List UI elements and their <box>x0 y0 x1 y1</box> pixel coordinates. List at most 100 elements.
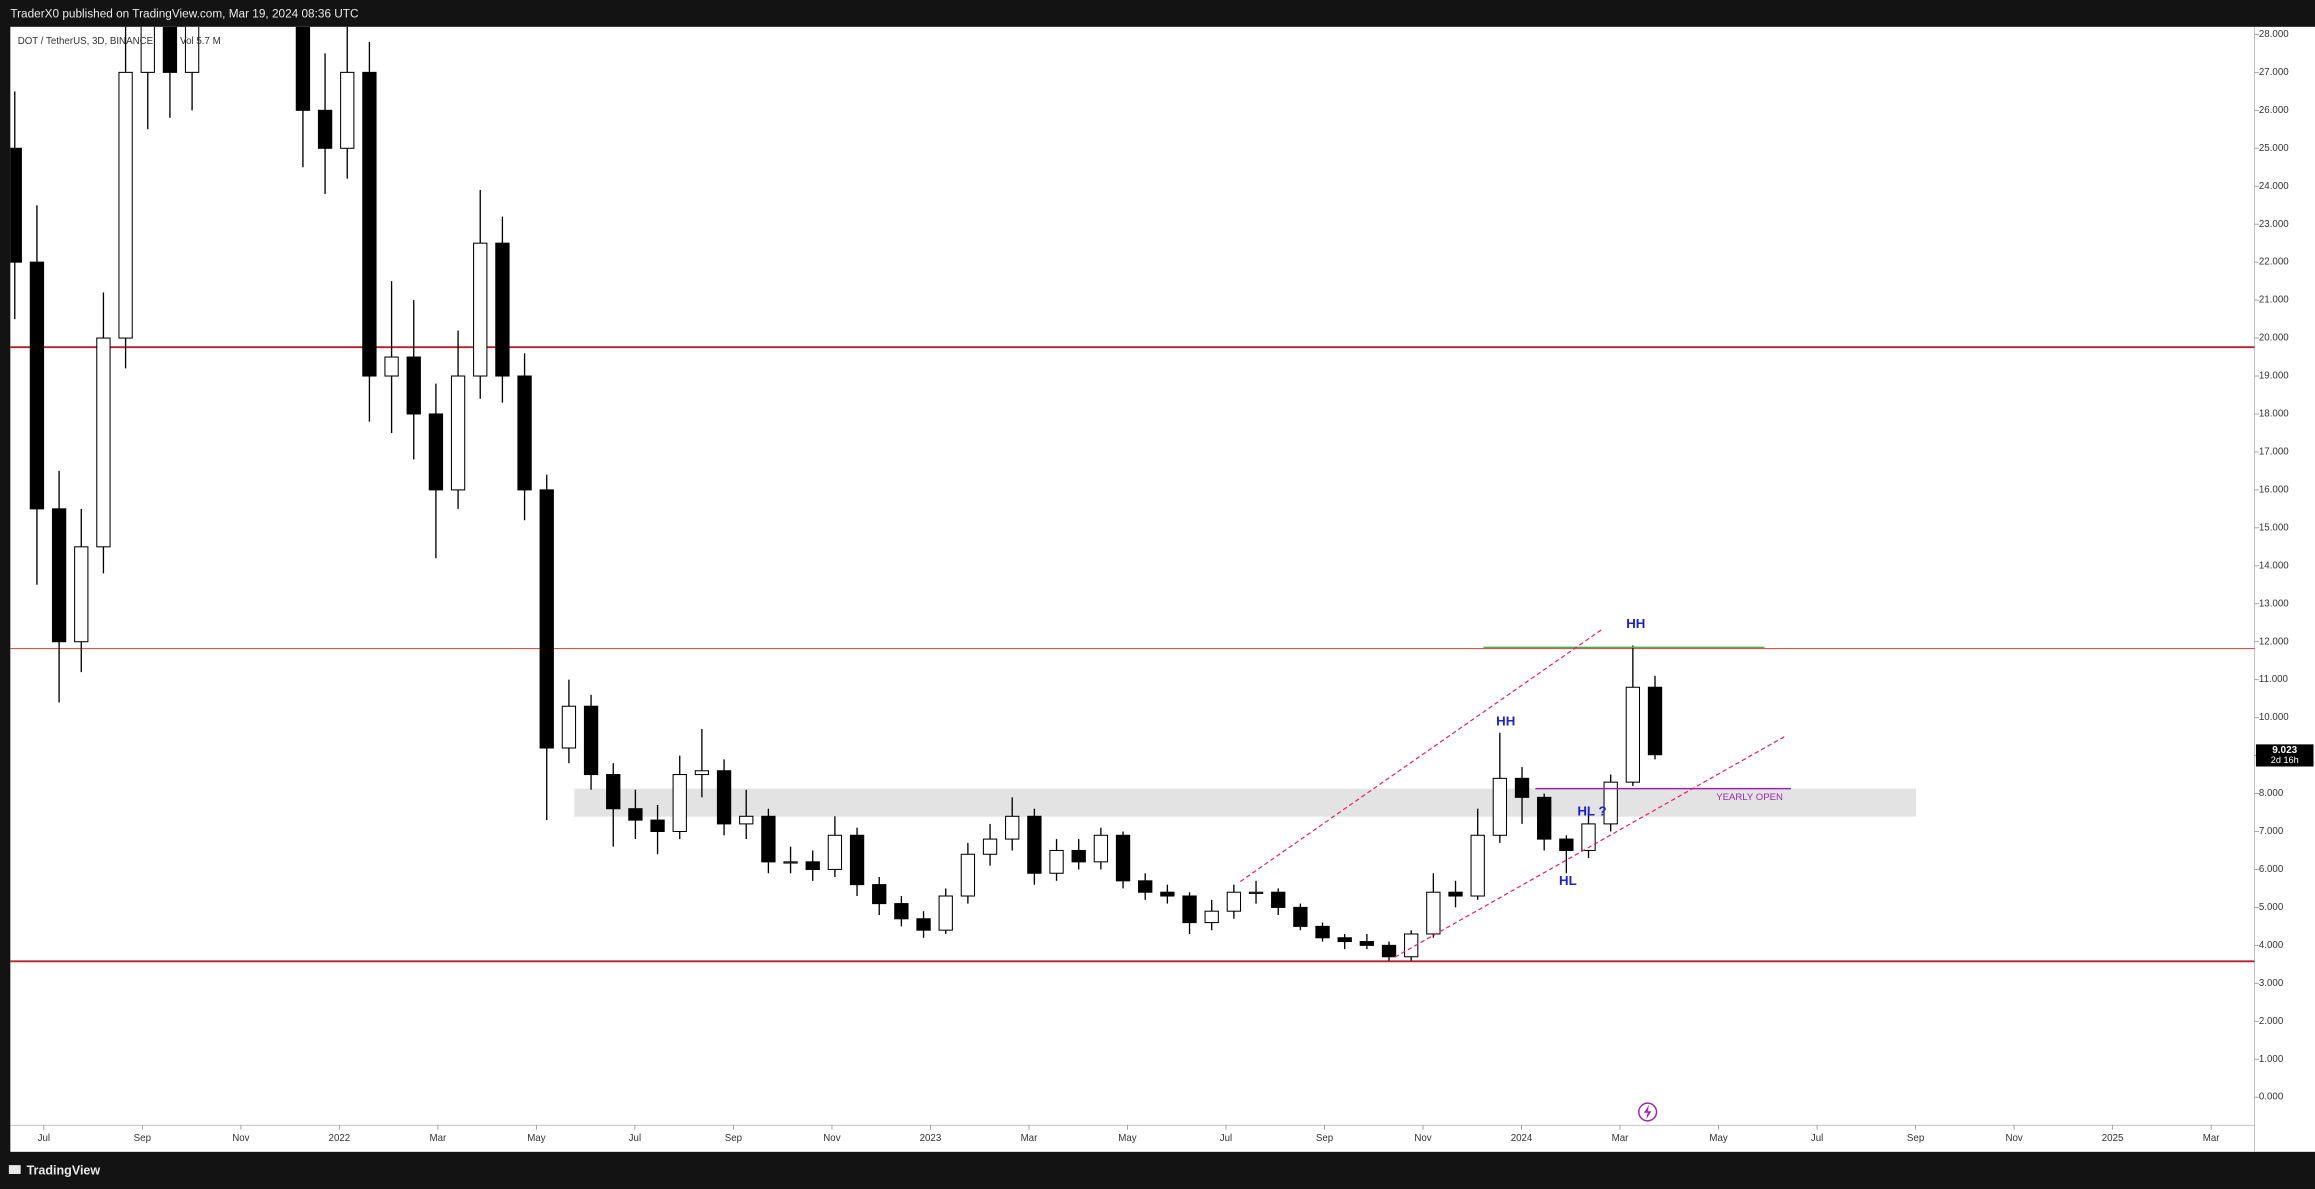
annotation-label: HL <box>1559 873 1577 888</box>
plot-background <box>10 26 2315 1152</box>
candle-body <box>473 242 488 377</box>
publish-info: TraderX0 published on TradingView.com, M… <box>10 6 359 20</box>
candle-body <box>539 489 554 749</box>
candle-body <box>1359 941 1375 946</box>
y-tick-label: 0.000 <box>2259 1092 2284 1103</box>
candle-body <box>428 413 444 491</box>
y-tick-label: 2.000 <box>2259 1016 2284 1027</box>
x-tick-label: Nov <box>232 1133 249 1144</box>
plot-layer: HH HH HL HL ? YEARLY OPEN <box>10 26 2255 963</box>
candle-body <box>384 356 399 377</box>
candle-body <box>317 109 333 149</box>
x-tick-label: Jul <box>38 1133 50 1144</box>
symbol-legend: DOT / TetherUS, 3D, BINANCE <box>18 36 154 47</box>
candle-body <box>561 705 577 749</box>
candle-body <box>1404 933 1419 958</box>
y-tick-label: 27.000 <box>2259 67 2289 78</box>
candle-body <box>118 71 133 339</box>
x-tick-label: Mar <box>1612 1133 1630 1144</box>
candle-body <box>606 774 621 810</box>
y-tick-label: 17.000 <box>2259 447 2289 458</box>
x-tick-label: Sep <box>1907 1133 1924 1144</box>
candle-body <box>628 808 643 821</box>
x-tick-label: 2024 <box>1511 1133 1533 1144</box>
y-tick-label: 11.000 <box>2259 674 2289 685</box>
candle-body <box>1093 834 1109 863</box>
y-tick-label: 8.000 <box>2259 788 2284 799</box>
candle-body <box>495 242 510 377</box>
y-tick-label: 16.000 <box>2259 484 2289 495</box>
y-tick-label: 26.000 <box>2259 105 2289 116</box>
candle-body <box>517 375 532 491</box>
x-tick-label: Jul <box>1811 1133 1823 1144</box>
x-tick-label: Mar <box>429 1133 447 1144</box>
candle-body <box>1204 910 1219 924</box>
candle-body <box>340 71 355 149</box>
trendline <box>1394 734 1787 958</box>
candle-body <box>1603 781 1618 825</box>
candle-body <box>1248 891 1264 894</box>
candle-body <box>1381 944 1397 958</box>
candle-body <box>1005 815 1020 840</box>
candle-body <box>1492 777 1508 836</box>
y-tick-label: 18.000 <box>2259 409 2289 420</box>
x-tick-label: Nov <box>1414 1133 1431 1144</box>
annotation-label: YEARLY OPEN <box>1716 792 1783 803</box>
candle-body <box>849 834 865 886</box>
last-price: 9.023 <box>2272 745 2297 756</box>
y-tick-label: 14.000 <box>2259 560 2289 571</box>
candle-body <box>1315 925 1330 939</box>
y-tick-label: 3.000 <box>2259 978 2284 989</box>
x-tick-label: Sep <box>725 1133 742 1144</box>
candle-body <box>29 261 45 510</box>
candle-body <box>1537 796 1552 840</box>
candle-body <box>1182 895 1197 924</box>
volume-legend: Vol 5.7 M <box>180 36 221 47</box>
y-tick-label: 21.000 <box>2259 295 2289 306</box>
zone <box>574 788 1917 817</box>
candle-body <box>694 770 710 776</box>
candle-body <box>162 26 178 73</box>
candle-body <box>960 853 976 897</box>
candle-body <box>872 884 887 905</box>
y-tick-label: 20.000 <box>2259 333 2289 344</box>
candle-body <box>1138 880 1153 893</box>
y-tick-label: 10.000 <box>2259 712 2289 723</box>
x-tick-label: Sep <box>1316 1133 1333 1144</box>
candle-body <box>783 861 798 864</box>
y-tick-label: 7.000 <box>2259 826 2284 837</box>
axes: 0.000 1.000 2.000 3.000 4.000 5.000 6.000 7.000… <box>38 29 2314 1144</box>
candle-body <box>450 375 466 491</box>
candle-body <box>1559 838 1574 851</box>
candle-body <box>1581 823 1596 851</box>
candle-body <box>362 71 377 377</box>
y-tick-label: 28.000 <box>2259 29 2289 40</box>
candle-body <box>761 815 776 863</box>
candle-body <box>805 861 820 870</box>
y-tick-label: 19.000 <box>2259 371 2289 382</box>
y-tick-label: 15.000 <box>2259 522 2289 533</box>
x-tick-label: Nov <box>823 1133 840 1144</box>
candle-body <box>982 838 998 855</box>
candle-body <box>184 26 200 73</box>
candle-body <box>827 834 843 870</box>
annotation-label: HH <box>1496 714 1515 729</box>
candle-body <box>295 26 311 111</box>
x-tick-label: 2023 <box>920 1133 942 1144</box>
annotation-label: HH <box>1626 616 1645 631</box>
candle-body <box>1271 891 1286 908</box>
candle-body <box>1448 891 1463 897</box>
y-tick-label: 12.000 <box>2259 636 2289 647</box>
candle-body <box>406 356 421 415</box>
candle-body <box>672 774 687 833</box>
candle-body <box>96 337 111 548</box>
candle-body <box>1115 834 1131 882</box>
candle-body <box>1426 891 1441 935</box>
event-icon[interactable] <box>1638 1102 1658 1122</box>
y-tick-label: 1.000 <box>2259 1054 2284 1065</box>
y-tick-label: 23.000 <box>2259 219 2289 230</box>
y-tick-label: 25.000 <box>2259 143 2289 154</box>
y-tick-label: 4.000 <box>2259 940 2284 951</box>
